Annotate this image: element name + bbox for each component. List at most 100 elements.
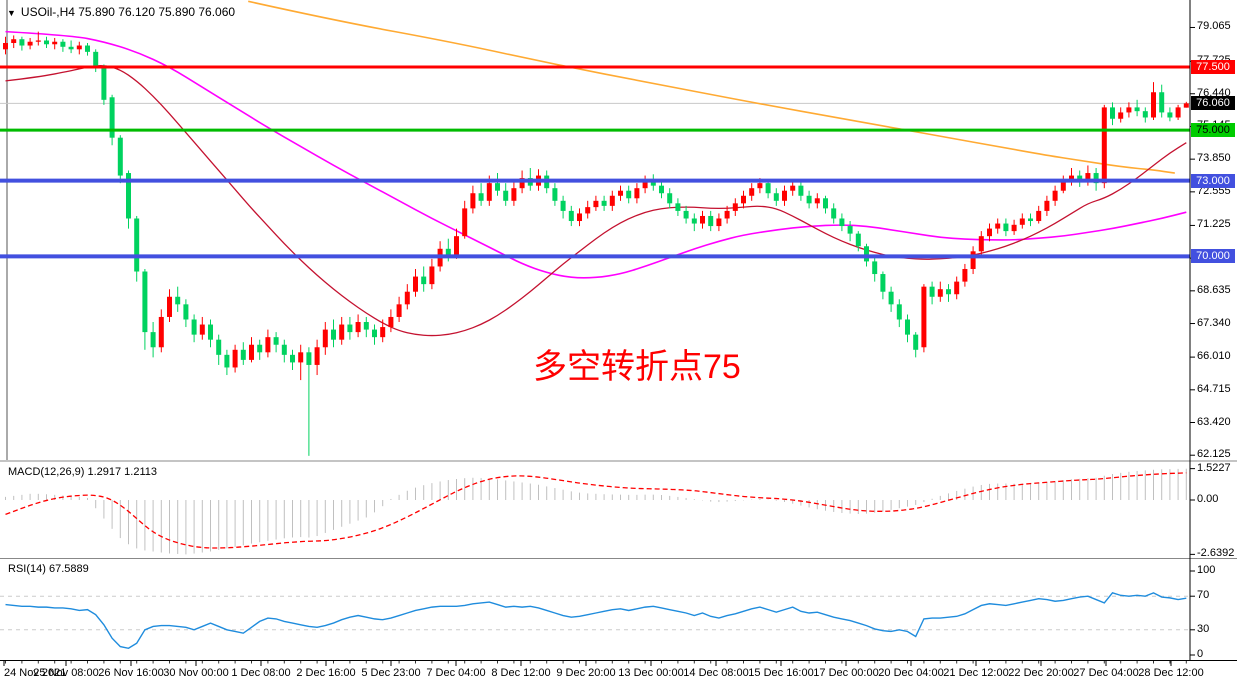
time-axis-label: 9 Dec 20:00: [556, 667, 616, 679]
candle-body: [1151, 92, 1156, 118]
candle-body: [109, 97, 115, 138]
candle-body: [134, 218, 140, 272]
candle-body: [675, 203, 681, 211]
candle-body: [265, 337, 271, 353]
candle-body: [896, 304, 902, 320]
candle-body: [970, 251, 976, 269]
candle-body: [1134, 107, 1140, 112]
candle-body: [11, 39, 17, 44]
candle-body: [3, 43, 8, 50]
candle-body: [52, 41, 58, 45]
price-badge-73.000: 73.000: [1191, 173, 1235, 188]
candle-body: [1142, 111, 1148, 118]
candle-body: [314, 347, 320, 365]
candle-body: [150, 332, 156, 348]
candle-body: [281, 344, 287, 355]
time-axis-label: 7 Dec 04:00: [426, 667, 486, 679]
candle-body: [495, 183, 500, 191]
candle-body: [847, 226, 853, 234]
price-axis-label: 76.440: [1197, 86, 1231, 99]
candle-body: [388, 316, 394, 328]
candle-body: [987, 228, 992, 237]
candle-body: [1175, 107, 1181, 118]
rsi-panel: [0, 592, 1190, 650]
macd-panel: [5, 468, 1187, 555]
candle-body: [199, 324, 205, 335]
candle-body: [117, 137, 123, 176]
candle-body: [1060, 180, 1066, 191]
candle-body: [626, 190, 632, 199]
candle-body: [413, 276, 418, 292]
candle-body: [142, 271, 148, 333]
time-axis-label: 26 Nov 16:00: [98, 667, 164, 679]
candle-body: [208, 324, 213, 340]
candle-body: [519, 178, 525, 189]
candle-body: [1052, 190, 1058, 201]
candle-body: [995, 223, 1001, 229]
candle-body: [1003, 223, 1009, 232]
candle-body: [798, 185, 804, 196]
macd-axis-label: 0.00: [1197, 493, 1219, 505]
price-axis-label: 64.715: [1197, 382, 1231, 395]
candle-body: [724, 210, 730, 219]
candle-body: [872, 261, 878, 275]
rsi-axis-label: 100: [1197, 564, 1216, 576]
candle-body: [404, 291, 410, 305]
candle-body: [273, 337, 279, 345]
candle-body: [757, 183, 763, 189]
price-badge-76.060: 76.060: [1191, 96, 1235, 111]
candle-body: [732, 203, 738, 211]
candle-body: [888, 291, 894, 305]
candle-body: [814, 198, 820, 204]
price-axis-label: 63.420: [1197, 415, 1231, 428]
candle-body: [1069, 175, 1074, 181]
candle-body: [831, 208, 837, 219]
candle-body: [35, 40, 41, 42]
rsi-line: [5, 592, 1187, 650]
price-panel: [0, 0, 1190, 460]
candle-body: [290, 354, 295, 363]
macd-axis-label: -2.6392: [1197, 547, 1235, 560]
candle-body: [322, 329, 328, 348]
candle-body: [191, 319, 197, 335]
price-axis-label: 66.010: [1197, 350, 1231, 363]
candle-body: [765, 183, 771, 194]
time-axis-label: 15 Dec 16:00: [748, 667, 814, 679]
candle-body: [954, 281, 960, 295]
candle-body: [27, 41, 33, 46]
candle-body: [1019, 218, 1025, 225]
symbol-dropdown-icon[interactable]: ▼: [7, 8, 16, 18]
candle-body: [905, 319, 910, 335]
candle-body: [568, 210, 574, 222]
price-axis-label: 71.225: [1197, 218, 1231, 231]
candle-body: [486, 183, 492, 201]
candle-body: [478, 193, 484, 201]
candle-body: [454, 236, 459, 257]
time-axis-label: 20 Dec 04:00: [878, 667, 944, 679]
candle-body: [306, 352, 312, 365]
candle-body: [921, 286, 927, 348]
candle-body: [232, 349, 238, 368]
time-axis-label: 5 Dec 23:00: [361, 667, 421, 679]
candle-body: [380, 327, 386, 338]
price-axis-label: 79.065: [1197, 20, 1231, 33]
candle-body: [716, 218, 722, 227]
candle-body: [93, 51, 99, 67]
candle-body: [773, 193, 779, 201]
ma-magenta-line: [5, 30, 1187, 279]
candle-body: [462, 208, 468, 237]
candle-body: [839, 218, 845, 227]
time-axis-label: 30 Nov 00:00: [163, 667, 229, 679]
candles: [3, 31, 1189, 456]
chart-title-bar: ▼ USOil-,H4 75.890 76.120 75.890 76.060: [7, 5, 235, 19]
candle-body: [44, 40, 49, 45]
time-axis-label: 28 Dec 12:00: [1138, 667, 1204, 679]
price-axis-label: 67.340: [1197, 316, 1231, 329]
candle-body: [240, 349, 246, 360]
candle-body: [708, 215, 714, 227]
time-axis-label: 25 Nov 08:00: [33, 667, 99, 679]
candle-body: [667, 193, 673, 204]
candle-body: [19, 39, 25, 46]
candle-body: [937, 289, 943, 297]
